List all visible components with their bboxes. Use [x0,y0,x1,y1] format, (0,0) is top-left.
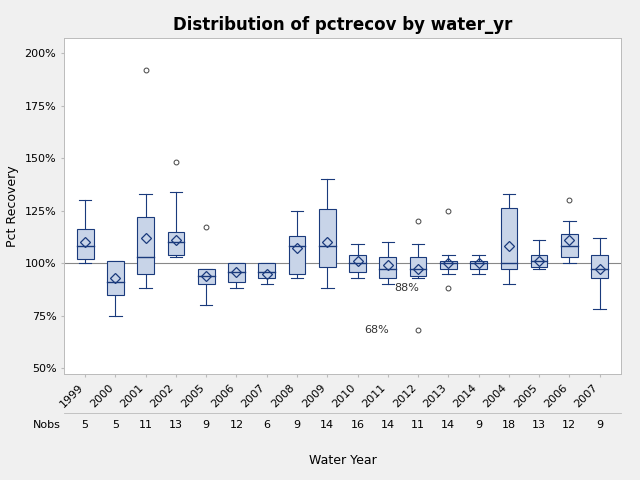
Text: 9: 9 [203,420,210,430]
Bar [410,257,426,276]
Text: 5: 5 [82,420,89,430]
Bar [228,263,245,282]
Text: Nobs: Nobs [33,420,61,430]
Bar [319,208,335,267]
Text: 14: 14 [381,420,395,430]
Title: Distribution of pctrecov by water_yr: Distribution of pctrecov by water_yr [173,16,512,34]
Bar [349,255,366,272]
Text: Water Year: Water Year [308,454,376,468]
Bar [107,261,124,295]
Text: 5: 5 [112,420,119,430]
Text: 16: 16 [351,420,365,430]
Bar [561,234,578,257]
Bar [289,236,305,274]
Bar [138,217,154,274]
Y-axis label: Pct Recovery: Pct Recovery [6,166,19,247]
Text: 14: 14 [320,420,334,430]
Text: 14: 14 [441,420,456,430]
Bar [168,232,184,255]
Bar [380,257,396,278]
Text: 9: 9 [596,420,603,430]
Text: 12: 12 [563,420,577,430]
Text: 6: 6 [263,420,270,430]
Bar [591,255,608,278]
Text: 9: 9 [294,420,301,430]
Text: 88%: 88% [394,283,419,293]
Text: 11: 11 [139,420,153,430]
Text: 9: 9 [475,420,482,430]
Text: 13: 13 [532,420,546,430]
Text: 12: 12 [229,420,244,430]
Text: 13: 13 [169,420,183,430]
Text: 68%: 68% [364,325,388,336]
Bar [440,261,456,269]
Bar [259,263,275,278]
Bar [77,229,93,259]
Text: 18: 18 [502,420,516,430]
Bar [500,208,517,269]
Bar [198,269,214,284]
Text: 11: 11 [411,420,425,430]
Bar [531,255,547,267]
Bar [470,261,487,269]
